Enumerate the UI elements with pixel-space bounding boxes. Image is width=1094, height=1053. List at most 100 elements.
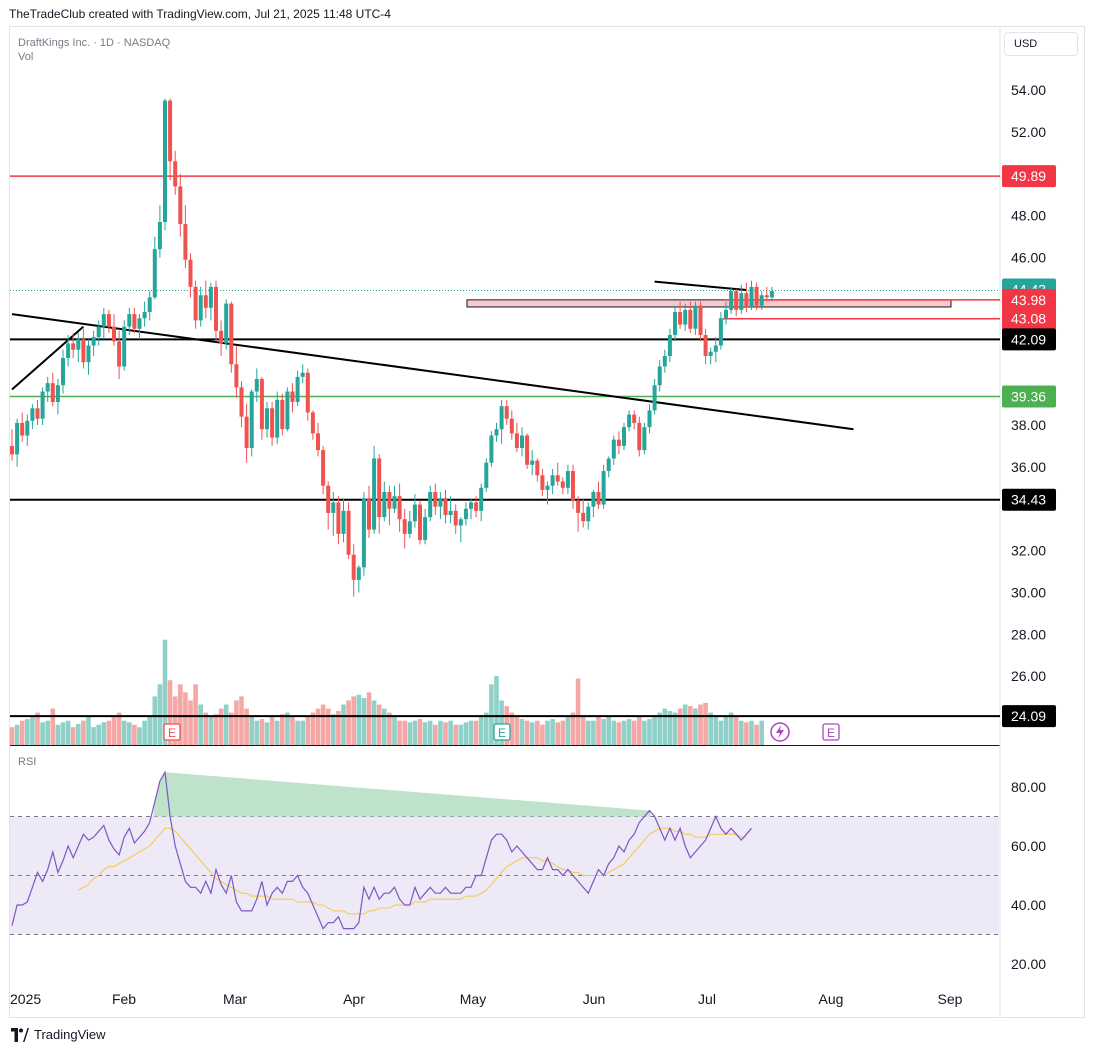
candle-body bbox=[489, 435, 494, 463]
earnings-marker: E bbox=[163, 723, 181, 741]
volume-bar bbox=[30, 716, 35, 745]
volume-bar bbox=[453, 724, 458, 745]
candle-body bbox=[188, 259, 193, 287]
candle bbox=[443, 489, 448, 524]
candle-body bbox=[198, 295, 203, 321]
candle-body bbox=[407, 521, 412, 534]
candle-body bbox=[66, 343, 71, 359]
volume-bar bbox=[657, 712, 662, 745]
earnings-marker-label: E bbox=[498, 726, 506, 740]
candle bbox=[448, 496, 453, 524]
candle bbox=[673, 305, 677, 342]
volume-bar bbox=[392, 716, 397, 745]
volume-bar bbox=[341, 704, 346, 745]
volume-bar bbox=[535, 720, 540, 745]
volume-bar bbox=[25, 719, 30, 745]
candle-body bbox=[560, 481, 565, 488]
candle bbox=[341, 498, 346, 543]
candle-body bbox=[382, 491, 387, 518]
volume-bar bbox=[387, 712, 392, 745]
candle bbox=[433, 483, 438, 516]
volume-bar bbox=[280, 714, 285, 745]
candle bbox=[244, 404, 249, 463]
volume-bar bbox=[382, 708, 387, 745]
x-axis-label: Jun bbox=[583, 991, 606, 1007]
candle bbox=[402, 508, 407, 549]
candle bbox=[586, 502, 591, 530]
volume-bar bbox=[315, 708, 321, 745]
x-axis-label: Apr bbox=[343, 991, 365, 1007]
candle-body bbox=[693, 305, 698, 329]
candle-body bbox=[96, 326, 101, 338]
volume-bar bbox=[524, 720, 530, 745]
volume-bar bbox=[14, 724, 20, 745]
candle-body bbox=[616, 439, 621, 446]
candle bbox=[484, 458, 489, 492]
candle bbox=[214, 280, 218, 342]
candle bbox=[208, 282, 213, 321]
candle bbox=[683, 303, 688, 331]
candle bbox=[127, 307, 132, 336]
candle-body bbox=[259, 378, 264, 430]
candle bbox=[229, 301, 234, 373]
candle bbox=[163, 98, 167, 231]
candle bbox=[657, 360, 662, 392]
candle bbox=[769, 286, 774, 302]
volume-bar bbox=[422, 722, 428, 745]
candle bbox=[688, 301, 693, 333]
volume-bar bbox=[672, 712, 678, 745]
candle-body bbox=[86, 345, 91, 363]
volume-bar bbox=[555, 722, 560, 745]
candle-body bbox=[581, 512, 586, 522]
candle bbox=[326, 481, 331, 530]
volume-bar bbox=[234, 700, 239, 745]
volume-bar bbox=[749, 720, 754, 745]
candle bbox=[351, 544, 356, 597]
currency-button[interactable]: USD bbox=[1004, 32, 1078, 56]
candle bbox=[545, 481, 550, 505]
candle bbox=[469, 498, 473, 520]
volume-bar bbox=[616, 722, 622, 745]
volume-bar bbox=[433, 724, 438, 745]
volume-bar bbox=[438, 720, 443, 745]
candle-body bbox=[106, 314, 111, 327]
candle bbox=[40, 387, 45, 426]
candle-body bbox=[91, 337, 96, 346]
candle bbox=[310, 410, 315, 440]
rsi-tick-label: 80.00 bbox=[1011, 779, 1046, 795]
candle-body bbox=[678, 311, 683, 325]
candle-body bbox=[601, 471, 606, 505]
candle bbox=[265, 401, 269, 438]
volume-bar bbox=[96, 724, 101, 745]
candle-body bbox=[117, 341, 122, 367]
price-label-bg bbox=[1002, 488, 1056, 511]
volume-bar bbox=[693, 708, 698, 745]
candle bbox=[397, 483, 402, 532]
candle bbox=[642, 422, 647, 455]
volume-bar bbox=[218, 708, 224, 745]
candle bbox=[30, 404, 35, 430]
candle-body bbox=[55, 385, 60, 402]
volume-bar bbox=[121, 720, 127, 745]
candle-body bbox=[423, 517, 428, 541]
volume-bar bbox=[19, 720, 25, 745]
earnings-marker-box bbox=[493, 723, 511, 741]
volume-bar bbox=[575, 678, 581, 745]
price-tick-label: 46.00 bbox=[1011, 250, 1046, 266]
volume-bar bbox=[40, 722, 45, 745]
volume-bar bbox=[50, 708, 56, 745]
candle bbox=[713, 337, 718, 363]
x-axis-label: Mar bbox=[223, 991, 247, 1007]
candle bbox=[734, 288, 739, 317]
candle-body bbox=[173, 161, 178, 187]
candle-body bbox=[739, 293, 744, 310]
candle-body bbox=[698, 305, 703, 336]
candle bbox=[117, 330, 122, 379]
candle bbox=[739, 284, 744, 315]
candle bbox=[764, 286, 769, 302]
candle bbox=[61, 349, 65, 394]
candle-body bbox=[203, 295, 208, 308]
candle-body bbox=[606, 458, 611, 472]
volume-bar bbox=[642, 720, 647, 745]
